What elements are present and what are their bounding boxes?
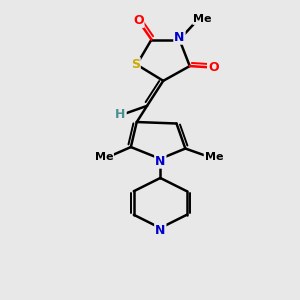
Text: N: N <box>155 155 166 168</box>
Text: S: S <box>131 58 140 71</box>
Text: Me: Me <box>205 152 223 162</box>
Text: Me: Me <box>193 14 212 24</box>
Text: O: O <box>208 61 219 74</box>
Text: H: H <box>116 108 126 121</box>
Text: N: N <box>155 224 166 237</box>
Text: N: N <box>174 31 184 44</box>
Text: Me: Me <box>94 152 113 162</box>
Text: O: O <box>133 14 143 27</box>
